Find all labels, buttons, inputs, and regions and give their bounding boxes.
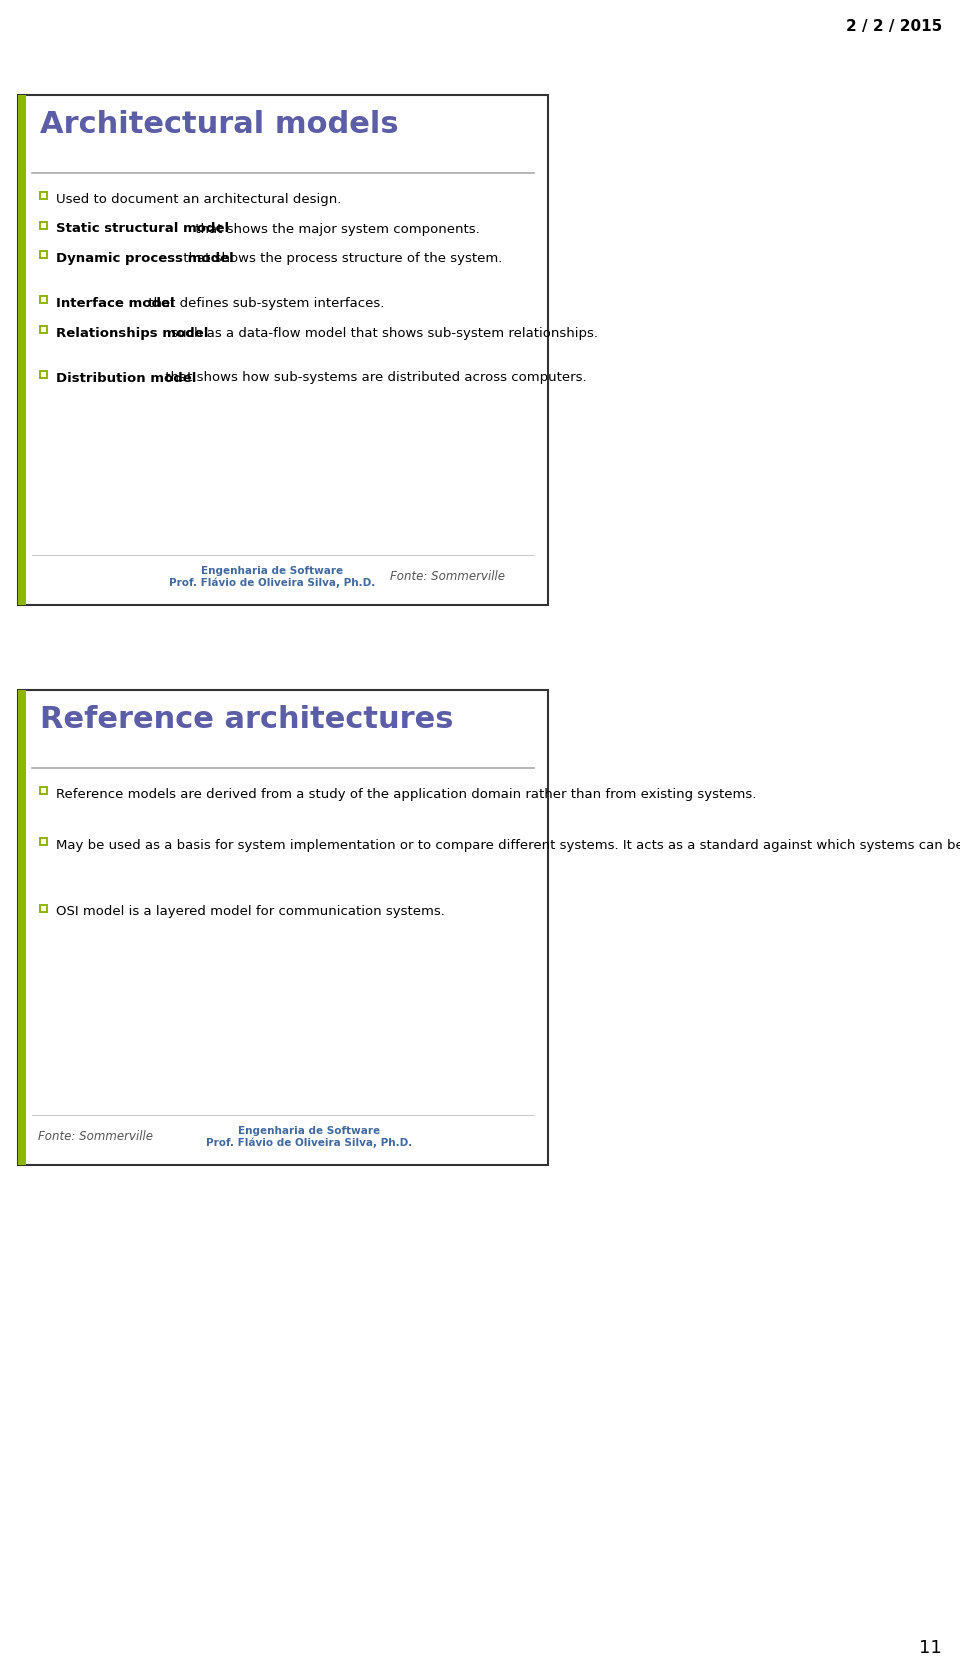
Text: Relationships model: Relationships model: [56, 326, 208, 339]
Text: Engenharia de Software
Prof. Flávio de Oliveira Silva, Ph.D.: Engenharia de Software Prof. Flávio de O…: [169, 566, 375, 588]
Bar: [40, 905, 47, 912]
Text: Static structural model: Static structural model: [56, 223, 229, 235]
Text: May be used as a basis for system implementation or to compare different systems: May be used as a basis for system implem…: [56, 840, 960, 851]
Bar: [18, 96, 548, 604]
Bar: [40, 250, 47, 259]
Text: that shows the process structure of the system.: that shows the process structure of the …: [179, 252, 502, 265]
Bar: [18, 690, 26, 1165]
Text: Reference architectures: Reference architectures: [40, 705, 453, 734]
Bar: [40, 222, 47, 228]
Bar: [18, 96, 26, 604]
Text: Engenharia de Software
Prof. Flávio de Oliveira Silva, Ph.D.: Engenharia de Software Prof. Flávio de O…: [206, 1127, 413, 1148]
Text: that defines sub-system interfaces.: that defines sub-system interfaces.: [144, 297, 384, 311]
Text: that shows the major system components.: that shows the major system components.: [190, 223, 479, 235]
Bar: [40, 838, 47, 845]
Text: such as a data-flow model that shows sub-system relationships.: such as a data-flow model that shows sub…: [167, 326, 598, 339]
Bar: [40, 326, 47, 332]
Text: 11: 11: [920, 1639, 942, 1657]
Text: that shows how sub-systems are distributed across computers.: that shows how sub-systems are distribut…: [161, 371, 587, 384]
Text: 2 / 2 / 2015: 2 / 2 / 2015: [846, 18, 942, 34]
Text: OSI model is a layered model for communication systems.: OSI model is a layered model for communi…: [56, 905, 444, 918]
Bar: [40, 191, 47, 200]
Text: Interface model: Interface model: [56, 297, 175, 311]
Text: Architectural models: Architectural models: [40, 111, 398, 139]
Text: Fonte: Sommerville: Fonte: Sommerville: [391, 571, 505, 584]
Bar: [40, 787, 47, 794]
Text: Reference models are derived from a study of the application domain rather than : Reference models are derived from a stud…: [56, 787, 756, 801]
Bar: [18, 690, 548, 1165]
Text: Used to document an architectural design.: Used to document an architectural design…: [56, 193, 342, 207]
Text: Dynamic process model: Dynamic process model: [56, 252, 233, 265]
Bar: [40, 371, 47, 378]
Text: Fonte: Sommerville: Fonte: Sommerville: [38, 1130, 153, 1143]
Text: Distribution model: Distribution model: [56, 371, 197, 384]
Bar: [40, 296, 47, 302]
